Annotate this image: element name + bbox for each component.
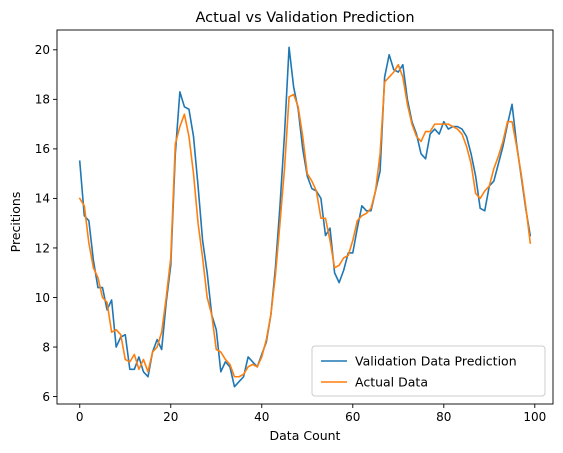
y-tick-label: 18 (35, 93, 50, 107)
chart-title: Actual vs Validation Prediction (195, 10, 414, 26)
x-tick-label: 100 (523, 410, 546, 424)
x-axis-label: Data Count (270, 428, 341, 443)
y-tick-label: 10 (35, 291, 50, 305)
y-tick-label: 20 (35, 43, 50, 57)
y-tick-label: 8 (42, 340, 50, 354)
legend-label-0: Validation Data Prediction (355, 354, 517, 369)
series-line-1 (78, 63, 532, 378)
x-tick-label: 0 (76, 410, 84, 424)
y-tick-label: 16 (35, 142, 50, 156)
y-tick-label: 6 (42, 390, 50, 404)
legend-label-1: Actual Data (355, 375, 428, 390)
legend-box (311, 345, 546, 397)
y-tick-label: 14 (35, 192, 50, 206)
y-tick-label: 12 (35, 241, 50, 255)
y-axis-label: Precitions (8, 192, 23, 253)
x-tick-label: 80 (436, 410, 451, 424)
legend: Validation Data Prediction Actual Data (311, 345, 546, 397)
x-tick-label: 60 (345, 410, 360, 424)
plot-frame (56, 29, 554, 405)
x-tick-label: 20 (163, 410, 178, 424)
x-tick-label: 40 (254, 410, 269, 424)
axes-layer: 0 20 40 60 80 100 6 8 10 12 14 16 18 20 (35, 29, 554, 424)
series-line-0 (78, 46, 532, 388)
series-layer (78, 46, 532, 388)
